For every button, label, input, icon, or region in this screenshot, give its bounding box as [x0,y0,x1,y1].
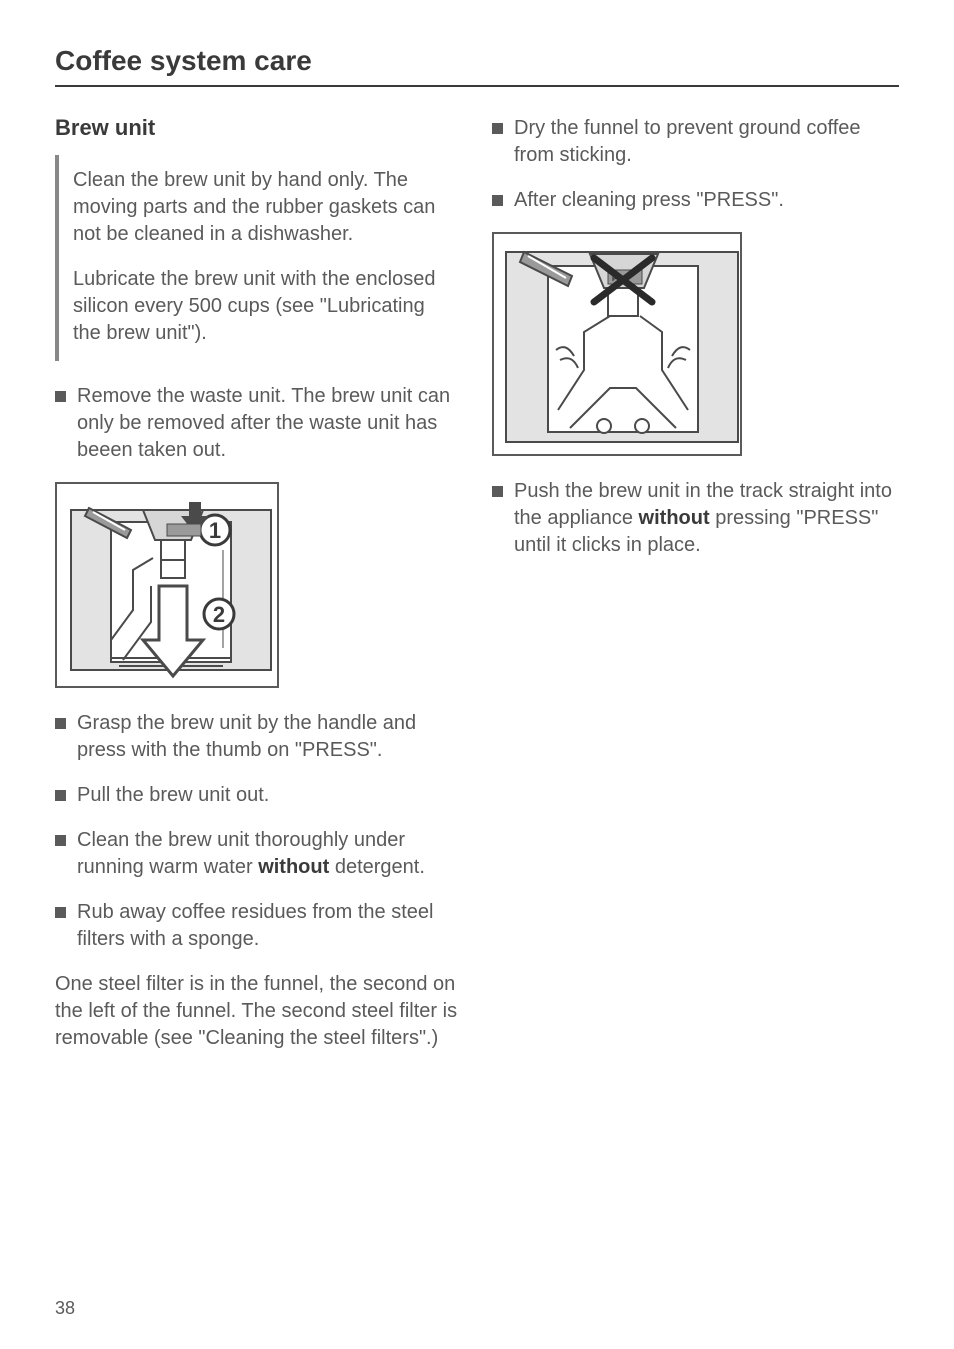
bullet-text: Pull the brew unit out. [77,784,269,806]
figure-label-2: 2 [213,602,225,627]
note-paragraph-2: Lubricate the brew unit with the enclose… [73,266,444,347]
list-item: Push the brew unit in the track straight… [492,478,899,559]
figure-label-1: 1 [209,518,221,543]
list-item: Clean the brew unit thoroughly under run… [55,827,462,881]
list-item: Pull the brew unit out. [55,782,462,809]
bold-without: without [639,507,710,529]
figure-insert-brew-unit: PR S [492,232,742,456]
list-item: Dry the funnel to prevent ground coffee … [492,115,899,169]
section-title-brew-unit: Brew unit [55,115,462,141]
left-column: Brew unit Clean the brew unit by hand on… [55,115,462,1070]
note-box: Clean the brew unit by hand only. The mo… [55,155,462,361]
list-item: Rub away coffee residues from the steel … [55,899,462,953]
page-title: Coffee system care [55,45,899,87]
bullet-list-right-b: Push the brew unit in the track straight… [492,478,899,559]
bullet-list-left-b: Grasp the brew unit by the handle and pr… [55,710,462,953]
list-item: After cleaning press "PRESS". [492,187,899,214]
bullet-text: deter­gent. [329,856,425,878]
tail-paragraph: One steel filter is in the funnel, the s… [55,971,462,1052]
bullet-text: Grasp the brew unit by the handle and pr… [77,712,416,761]
bold-without: without [258,856,329,878]
note-paragraph-1: Clean the brew unit by hand only. The mo… [73,167,444,248]
list-item: Grasp the brew unit by the handle and pr… [55,710,462,764]
brew-unit-remove-illustration: 1 2 [63,490,283,680]
brew-unit-insert-illustration: PR S [500,240,746,448]
bullet-list-left-a: Remove the waste unit. The brew unit can… [55,383,462,464]
bullet-text: Rub away coffee residues from the steel … [77,901,433,950]
content-columns: Brew unit Clean the brew unit by hand on… [55,115,899,1070]
right-column: Dry the funnel to prevent ground coffee … [492,115,899,1070]
figure-remove-brew-unit: 1 2 [55,482,279,688]
bullet-list-right-a: Dry the funnel to prevent ground coffee … [492,115,899,214]
svg-text:PR S: PR S [612,276,629,283]
list-item: Remove the waste unit. The brew unit can… [55,383,462,464]
page-number: 38 [55,1298,75,1319]
